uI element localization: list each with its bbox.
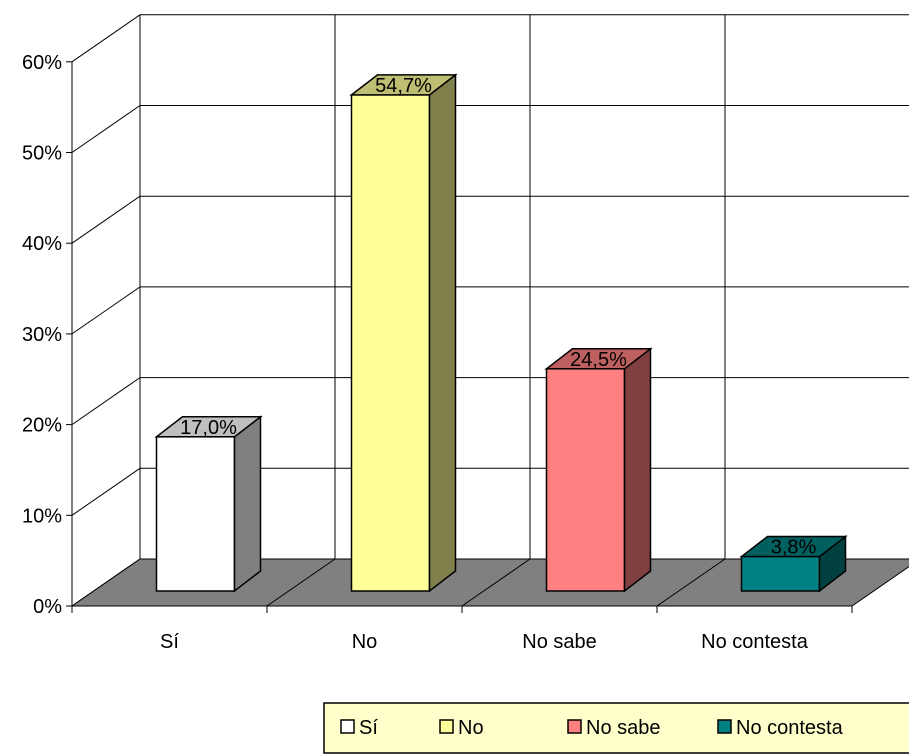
floor-divider: [266, 558, 336, 607]
bar-side: [623, 347, 652, 593]
side-wall-gridline: [71, 286, 141, 335]
legend: Sí No No sabe No contesta: [323, 702, 909, 754]
floor-divider: [461, 558, 531, 607]
bars: [154, 73, 848, 593]
bar-front: [740, 555, 821, 592]
side-wall-gridline: [71, 467, 141, 516]
y-tick-label: 60%: [22, 52, 62, 74]
bar-3: [739, 535, 848, 593]
bar-top: [544, 348, 653, 370]
bar-front: [545, 368, 626, 592]
bar-front: [155, 436, 236, 592]
x-tick-label: No: [352, 631, 378, 653]
y-tick-label: 0%: [33, 596, 62, 618]
bar-top: [739, 535, 848, 558]
floor-divider: [656, 558, 726, 607]
bar-side: [233, 415, 262, 593]
bar-top: [154, 416, 263, 438]
bar-side: [428, 73, 457, 593]
side-wall-gridline: [71, 195, 141, 244]
side-wall-gridline: [71, 105, 141, 153]
side-wall-gridline: [71, 377, 141, 426]
legend-label: No: [458, 717, 484, 739]
data-label: 24,5%: [570, 349, 627, 371]
data-label: 17,0%: [180, 417, 237, 439]
legend-swatch-0: [340, 719, 355, 734]
x-axis: Sí No No sabe No contesta: [71, 605, 853, 653]
x-tick-label: No sabe: [522, 631, 597, 653]
bar-0: [154, 415, 263, 593]
bar-1: [349, 73, 458, 593]
side-wall-gridline: [71, 14, 141, 63]
legend-label: No sabe: [586, 717, 661, 739]
bar-2: [544, 347, 653, 593]
y-tick-label: 50%: [22, 143, 62, 165]
legend-swatch-1: [439, 719, 454, 734]
legend-label: Sí: [359, 717, 378, 739]
data-label: 54,7%: [375, 75, 432, 97]
chart-walls: [71, 14, 909, 607]
y-axis: 0% 10% 20% 30% 40% 50% 60%: [22, 52, 73, 618]
bar-front: [350, 94, 431, 592]
y-tick-label: 20%: [22, 415, 62, 437]
legend-swatch-2: [567, 719, 582, 734]
x-tick-label: No contesta: [701, 631, 809, 653]
y-tick-label: 40%: [22, 233, 62, 255]
legend-label: No contesta: [736, 717, 844, 739]
bar-top: [349, 74, 458, 96]
x-tick-label: Sí: [160, 631, 179, 653]
y-tick-label: 30%: [22, 324, 62, 346]
legend-box: [323, 702, 909, 754]
data-labels: 17,0% 54,7% 24,5% 3,8%: [180, 75, 816, 559]
y-tick-label: 10%: [22, 505, 62, 527]
data-label: 3,8%: [771, 537, 817, 559]
legend-swatch-3: [717, 719, 732, 734]
